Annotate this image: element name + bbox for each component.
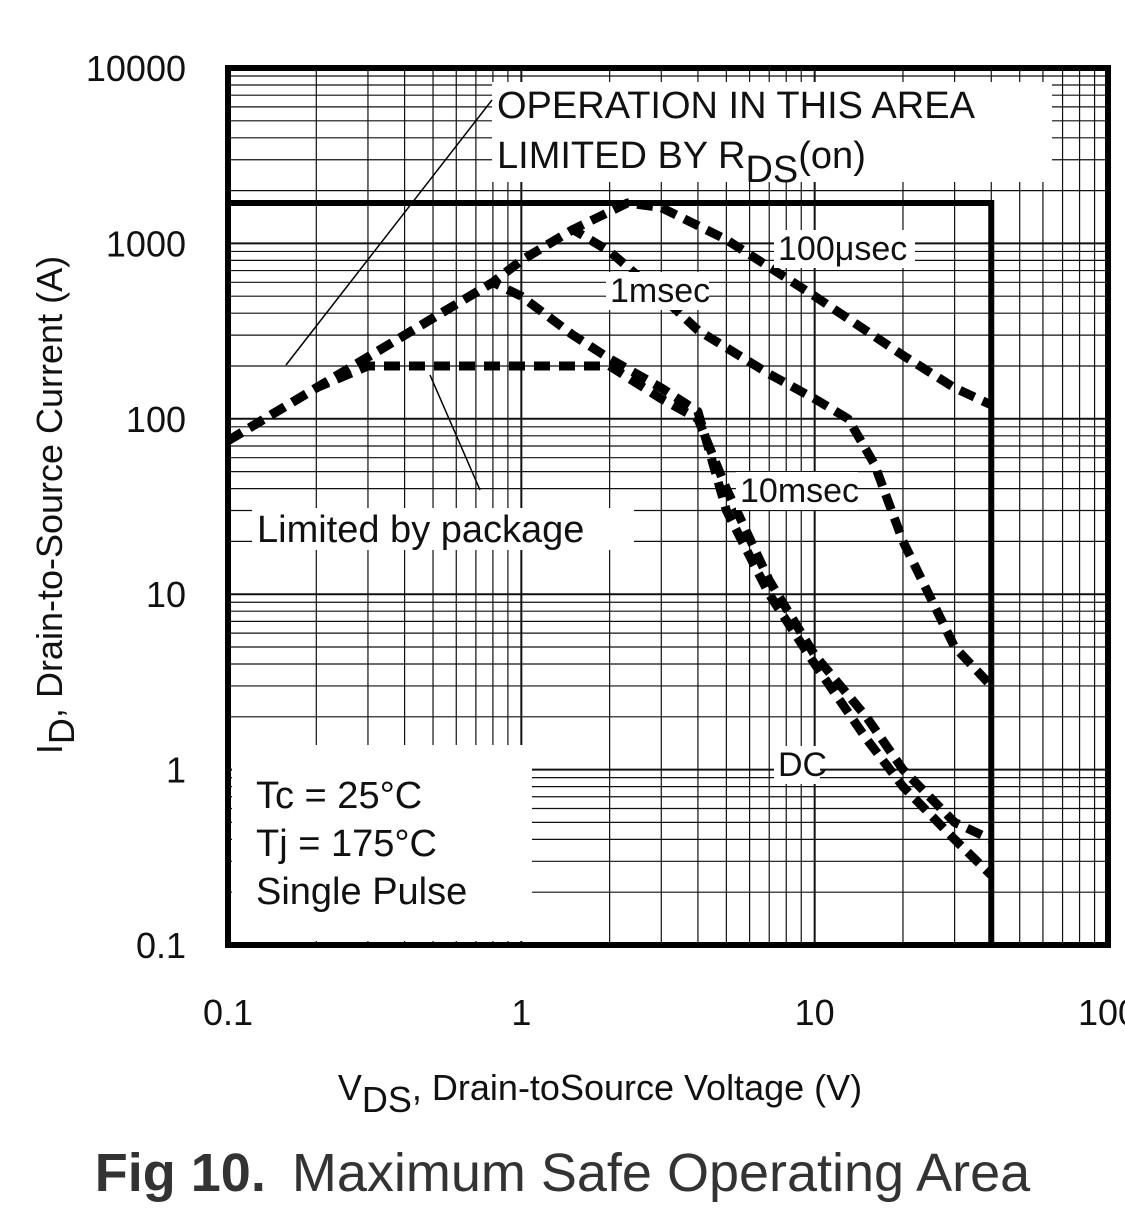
curve-label-bg xyxy=(774,230,915,268)
curve-label-bg xyxy=(774,746,820,784)
y-tick-label: 1000 xyxy=(106,223,186,264)
y-tick-label: 100 xyxy=(126,399,186,440)
x-axis-label: VDS, Drain-toSource Voltage (V) xyxy=(338,1067,862,1120)
y-axis-label: ID, Drain-to-Source Current (A) xyxy=(29,256,82,754)
y-tick-label: 10000 xyxy=(86,48,186,89)
conditions-line: Tj = 175°C xyxy=(256,823,437,865)
rds-annotation-line1: OPERATION IN THIS AREA xyxy=(497,85,976,127)
curve-label: DC xyxy=(778,746,827,784)
conditions-line: Tc = 25°C xyxy=(256,775,422,817)
conditions-bg xyxy=(232,745,532,941)
package-annotation: Limited by package xyxy=(257,509,584,551)
figure-title: Maximum Safe Operating Area xyxy=(291,1143,1031,1203)
package-annotation-bg xyxy=(252,508,634,550)
x-tick-label: 1 xyxy=(511,992,531,1033)
y-tick-label: 10 xyxy=(146,574,186,615)
curve-label: 10msec xyxy=(740,472,859,510)
curve-label: 100μsec xyxy=(778,230,907,268)
x-tick-label: 100 xyxy=(1078,992,1125,1033)
rds-annotation-bg xyxy=(492,82,1052,182)
curve-dc xyxy=(225,361,994,844)
figure-caption: Fig 10. Maximum Safe Operating Area xyxy=(0,1142,1125,1204)
plot-grid xyxy=(227,68,1108,946)
curve-label: 1msec xyxy=(610,272,710,310)
plot-frame xyxy=(225,65,1111,948)
rds-leader-line xyxy=(285,99,493,366)
curve-label-bg xyxy=(606,272,709,310)
y-tick-label: 0.1 xyxy=(136,925,186,966)
chart-annotations: OPERATION IN THIS AREA LIMITED BY RDS(on)… xyxy=(232,82,1052,941)
y-tick-label: 1 xyxy=(166,750,186,791)
curve-10msec xyxy=(225,277,995,879)
plot-border xyxy=(225,65,1111,948)
package-leader-line xyxy=(429,374,481,491)
soa-limit-boundary xyxy=(228,199,995,945)
figure-number: Fig 10. xyxy=(94,1143,266,1203)
rds-annotation-line2: LIMITED BY RDS(on) xyxy=(497,135,866,191)
curve-label-bg xyxy=(736,472,858,510)
conditions-line: Single Pulse xyxy=(256,871,467,913)
x-tick-label: 10 xyxy=(795,992,835,1033)
x-tick-label: 0.1 xyxy=(203,992,253,1033)
tick-labels: 0.1 1 10 100 0.1 1 10 100 1000 10000 xyxy=(86,48,1125,1033)
